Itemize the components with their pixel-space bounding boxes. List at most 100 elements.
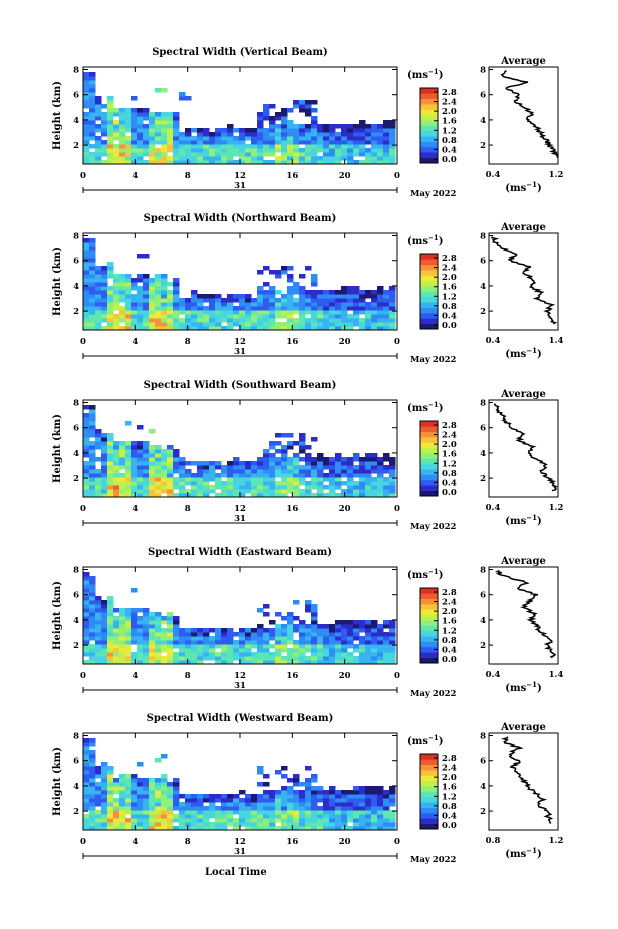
colorbar-tick-label: 0.4	[442, 811, 457, 821]
heatmap-cell	[191, 290, 198, 295]
heatmap-cell	[311, 160, 318, 165]
x-tick-label: 0	[394, 504, 400, 514]
heatmap-cell	[269, 286, 276, 291]
heatmap-cell	[341, 156, 348, 161]
heatmap-cell	[371, 124, 378, 129]
heatmap-cell	[281, 461, 288, 466]
heatmap-cell	[149, 453, 156, 458]
heatmap-cell	[119, 120, 126, 125]
heatmap-cell	[221, 628, 228, 633]
heatmap-cell	[347, 314, 354, 319]
heatmap-cell	[191, 477, 198, 482]
heatmap-cell	[311, 282, 318, 287]
heatmap-cell	[239, 465, 246, 470]
heatmap-cell	[143, 778, 150, 783]
heatmap-cell	[371, 298, 378, 303]
heatmap-cell	[143, 148, 150, 153]
heatmap-cell	[239, 140, 246, 145]
heatmap-cell	[125, 120, 132, 125]
heatmap-cell	[365, 294, 372, 299]
heatmap-cell	[311, 822, 318, 827]
heatmap-cell	[137, 493, 144, 498]
heatmap-cell	[167, 318, 174, 323]
heatmap-cell	[287, 473, 294, 478]
heatmap-cell	[125, 608, 132, 613]
heatmap-cell	[353, 144, 360, 149]
heatmap-cell	[347, 290, 354, 295]
colorbar-frame	[419, 753, 439, 830]
heatmap-cell	[281, 810, 288, 815]
x-tick-label: 4	[132, 504, 138, 514]
heatmap-cell	[383, 794, 390, 799]
heatmap-cell	[341, 290, 348, 295]
heatmap-cell	[95, 612, 102, 617]
heatmap-cell	[371, 318, 378, 323]
heatmap-cell	[101, 298, 108, 303]
heatmap-cell	[269, 806, 276, 811]
heatmap-cell	[185, 136, 192, 141]
heatmap-cell	[221, 485, 228, 490]
heatmap-cell	[167, 120, 174, 125]
heatmap-cell	[365, 310, 372, 315]
heatmap-cell	[377, 648, 384, 653]
heatmap-cell	[137, 628, 144, 633]
heatmap-cell	[323, 644, 330, 649]
average-frame	[488, 66, 559, 165]
heatmap-cell	[269, 628, 276, 633]
heatmap-cell	[347, 318, 354, 323]
heatmap-cell	[215, 477, 222, 482]
heatmap-cell	[365, 473, 372, 478]
heatmap-cell	[317, 302, 324, 307]
heatmap-cell	[101, 282, 108, 287]
heatmap-cell	[293, 798, 300, 803]
colorbar-swatch	[420, 307, 438, 314]
heatmap-cell	[161, 144, 168, 149]
heatmap-cell	[233, 652, 240, 657]
heatmap-cell	[383, 160, 390, 165]
heatmap-cell	[347, 652, 354, 657]
heatmap-cell	[107, 806, 114, 811]
heatmap-cell	[305, 152, 312, 157]
y-tick-label: 6	[73, 591, 79, 601]
panel-4: Spectral Width (Eastward Beam)2468Height…	[52, 547, 563, 699]
heatmap-cell	[305, 160, 312, 165]
heatmap-cell	[203, 485, 210, 490]
heatmap-cell	[83, 136, 90, 141]
heatmap-cell	[197, 485, 204, 490]
heatmap-cell	[221, 306, 228, 311]
heatmap-cell	[89, 322, 96, 327]
heatmap-cell	[233, 644, 240, 649]
heatmap-cell	[341, 790, 348, 795]
heatmap-cell	[83, 754, 90, 759]
heatmap-cell	[119, 624, 126, 629]
heatmap-cell	[353, 660, 360, 665]
heatmap-cell	[371, 822, 378, 827]
heatmap-cell	[119, 644, 126, 649]
unit-close: )	[439, 570, 444, 581]
heatmap-cell	[95, 156, 102, 161]
heatmap-cell	[233, 160, 240, 165]
heatmap-cell	[353, 644, 360, 649]
heatmap-cell	[95, 477, 102, 482]
heatmap-cell	[89, 469, 96, 474]
heatmap-cell	[269, 810, 276, 815]
heatmap-cell	[203, 461, 210, 466]
heatmap-cell	[191, 481, 198, 486]
heatmap-cell	[131, 798, 138, 803]
heatmap-cell	[149, 120, 156, 125]
heatmap-cell	[359, 660, 366, 665]
heatmap-cell	[323, 124, 330, 129]
heatmap-cell	[245, 652, 252, 657]
heatmap-cell	[383, 128, 390, 133]
heatmap-cell	[113, 822, 120, 827]
heatmap-cell	[371, 814, 378, 819]
colorbar-swatch	[420, 109, 438, 116]
heatmap-cell	[377, 624, 384, 629]
heatmap-cell	[89, 270, 96, 275]
heatmap-cell	[89, 413, 96, 418]
heatmap-cell	[293, 493, 300, 498]
heatmap-cell	[293, 286, 300, 291]
heatmap-cell	[359, 806, 366, 811]
heatmap-cell	[167, 449, 174, 454]
heatmap-cell	[311, 144, 318, 149]
